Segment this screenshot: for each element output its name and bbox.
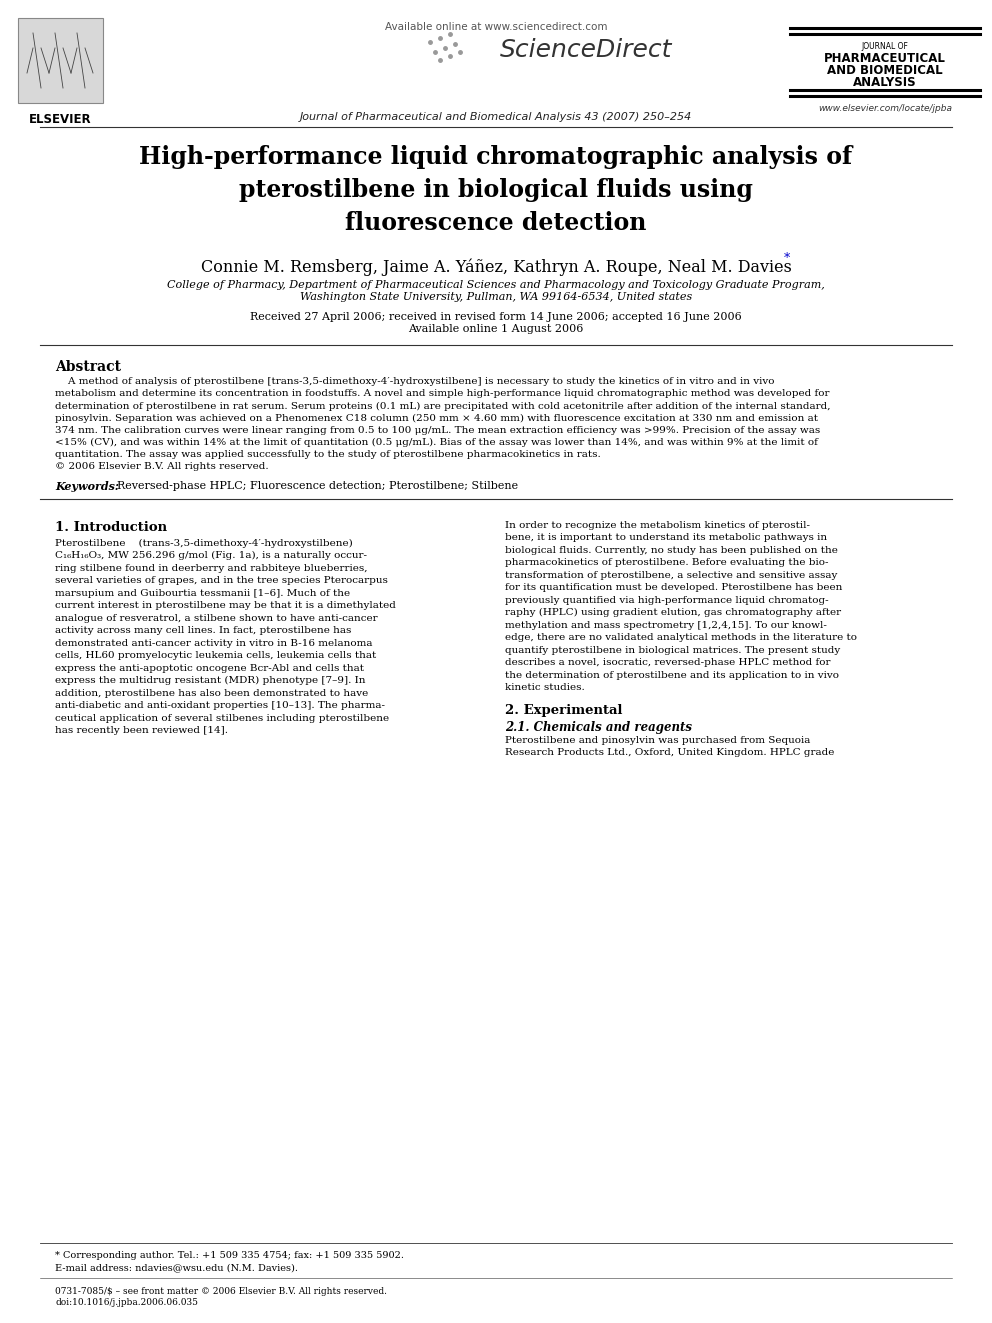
Text: several varieties of grapes, and in the tree species Pterocarpus: several varieties of grapes, and in the … — [55, 576, 388, 585]
Text: College of Pharmacy, Department of Pharmaceutical Sciences and Pharmacology and : College of Pharmacy, Department of Pharm… — [167, 280, 825, 290]
Text: describes a novel, isocratic, reversed-phase HPLC method for: describes a novel, isocratic, reversed-p… — [505, 658, 830, 667]
Text: doi:10.1016/j.jpba.2006.06.035: doi:10.1016/j.jpba.2006.06.035 — [55, 1298, 198, 1307]
Text: Washington State University, Pullman, WA 99164-6534, United states: Washington State University, Pullman, WA… — [300, 292, 692, 302]
Text: In order to recognize the metabolism kinetics of pterostil-: In order to recognize the metabolism kin… — [505, 520, 810, 529]
Text: ANALYSIS: ANALYSIS — [853, 75, 917, 89]
Text: © 2006 Elsevier B.V. All rights reserved.: © 2006 Elsevier B.V. All rights reserved… — [55, 463, 269, 471]
Text: cells, HL60 promyelocytic leukemia cells, leukemia cells that: cells, HL60 promyelocytic leukemia cells… — [55, 651, 376, 660]
Text: 2. Experimental: 2. Experimental — [505, 704, 623, 717]
Text: JOURNAL OF: JOURNAL OF — [862, 42, 909, 52]
Text: pterostilbene in biological fluids using: pterostilbene in biological fluids using — [239, 179, 753, 202]
Text: edge, there are no validated analytical methods in the literature to: edge, there are no validated analytical … — [505, 634, 857, 642]
Text: determination of pterostilbene in rat serum. Serum proteins (0.1 mL) are precipi: determination of pterostilbene in rat se… — [55, 401, 830, 410]
Text: the determination of pterostilbene and its application to in vivo: the determination of pterostilbene and i… — [505, 671, 839, 680]
Text: previously quantified via high-performance liquid chromatog-: previously quantified via high-performan… — [505, 595, 828, 605]
Text: demonstrated anti-cancer activity in vitro in B-16 melanoma: demonstrated anti-cancer activity in vit… — [55, 639, 373, 647]
Text: transformation of pterostilbene, a selective and sensitive assay: transformation of pterostilbene, a selec… — [505, 570, 837, 579]
Text: Available online at www.sciencedirect.com: Available online at www.sciencedirect.co… — [385, 22, 607, 32]
Text: 1. Introduction: 1. Introduction — [55, 520, 167, 533]
Text: www.elsevier.com/locate/jpba: www.elsevier.com/locate/jpba — [818, 105, 952, 112]
Text: A method of analysis of pterostilbene [trans-3,5-dimethoxy-4′-hydroxystilbene] i: A method of analysis of pterostilbene [t… — [55, 377, 775, 386]
Text: Available online 1 August 2006: Available online 1 August 2006 — [409, 324, 583, 333]
Text: Connie M. Remsberg, Jaime A. Yáñez, Kathryn A. Roupe, Neal M. Davies: Connie M. Remsberg, Jaime A. Yáñez, Kath… — [200, 258, 792, 275]
Text: metabolism and determine its concentration in foodstuffs. A novel and simple hig: metabolism and determine its concentrati… — [55, 389, 829, 398]
Text: Abstract: Abstract — [55, 360, 121, 374]
Text: kinetic studies.: kinetic studies. — [505, 683, 584, 692]
Text: current interest in pterostilbene may be that it is a dimethylated: current interest in pterostilbene may be… — [55, 601, 396, 610]
Text: express the anti-apoptotic oncogene Bcr-Abl and cells that: express the anti-apoptotic oncogene Bcr-… — [55, 664, 364, 672]
Text: anti-diabetic and anti-oxidant properties [10–13]. The pharma-: anti-diabetic and anti-oxidant propertie… — [55, 701, 385, 710]
Text: analogue of resveratrol, a stilbene shown to have anti-cancer: analogue of resveratrol, a stilbene show… — [55, 614, 378, 623]
Text: 374 nm. The calibration curves were linear ranging from 0.5 to 100 μg/mL. The me: 374 nm. The calibration curves were line… — [55, 426, 820, 435]
Text: pharmacokinetics of pterostilbene. Before evaluating the bio-: pharmacokinetics of pterostilbene. Befor… — [505, 558, 828, 568]
Text: biological fluids. Currently, no study has been published on the: biological fluids. Currently, no study h… — [505, 545, 838, 554]
Text: Journal of Pharmaceutical and Biomedical Analysis 43 (2007) 250–254: Journal of Pharmaceutical and Biomedical… — [300, 112, 692, 122]
Text: C₁₆H₁₆O₃, MW 256.296 g/mol (Fig. 1a), is a naturally occur-: C₁₆H₁₆O₃, MW 256.296 g/mol (Fig. 1a), is… — [55, 552, 367, 560]
Text: PHARMACEUTICAL: PHARMACEUTICAL — [824, 52, 946, 65]
Text: ScienceDirect: ScienceDirect — [500, 38, 673, 62]
Text: marsupium and Guibourtia tessmanii [1–6]. Much of the: marsupium and Guibourtia tessmanii [1–6]… — [55, 589, 350, 598]
Text: *: * — [784, 251, 791, 265]
Text: ELSEVIER: ELSEVIER — [29, 112, 92, 126]
Text: Reversed-phase HPLC; Fluorescence detection; Pterostilbene; Stilbene: Reversed-phase HPLC; Fluorescence detect… — [110, 480, 518, 491]
Text: AND BIOMEDICAL: AND BIOMEDICAL — [827, 64, 942, 77]
Text: express the multidrug resistant (MDR) phenotype [7–9]. In: express the multidrug resistant (MDR) ph… — [55, 676, 365, 685]
Text: ring stilbene found in deerberry and rabbiteye blueberries,: ring stilbene found in deerberry and rab… — [55, 564, 367, 573]
Text: High-performance liquid chromatographic analysis of: High-performance liquid chromatographic … — [140, 146, 852, 169]
Bar — [18, 19, 103, 103]
Text: 2.1. Chemicals and reagents: 2.1. Chemicals and reagents — [505, 721, 692, 733]
Text: pinosylvin. Separation was achieved on a Phenomenex C18 column (250 mm × 4.60 mm: pinosylvin. Separation was achieved on a… — [55, 414, 818, 423]
Text: fluorescence detection: fluorescence detection — [345, 210, 647, 235]
Text: <15% (CV), and was within 14% at the limit of quantitation (0.5 μg/mL). Bias of : <15% (CV), and was within 14% at the lim… — [55, 438, 817, 447]
Text: E-mail address: ndavies@wsu.edu (N.M. Davies).: E-mail address: ndavies@wsu.edu (N.M. Da… — [55, 1263, 298, 1271]
Text: addition, pterostilbene has also been demonstrated to have: addition, pterostilbene has also been de… — [55, 688, 368, 697]
Text: has recently been reviewed [14].: has recently been reviewed [14]. — [55, 726, 228, 736]
Text: * Corresponding author. Tel.: +1 509 335 4754; fax: +1 509 335 5902.: * Corresponding author. Tel.: +1 509 335… — [55, 1252, 404, 1259]
Text: quantitation. The assay was applied successfully to the study of pterostilbene p: quantitation. The assay was applied succ… — [55, 450, 601, 459]
Text: for its quantification must be developed. Pterostilbene has been: for its quantification must be developed… — [505, 583, 842, 593]
Text: activity across many cell lines. In fact, pterostilbene has: activity across many cell lines. In fact… — [55, 626, 351, 635]
Text: quantify pterostilbene in biological matrices. The present study: quantify pterostilbene in biological mat… — [505, 646, 840, 655]
Text: bene, it is important to understand its metabolic pathways in: bene, it is important to understand its … — [505, 533, 827, 542]
Text: Keywords:: Keywords: — [55, 480, 119, 492]
Text: Pterostilbene    (trans-3,5-dimethoxy-4′-hydroxystilbene): Pterostilbene (trans-3,5-dimethoxy-4′-hy… — [55, 538, 353, 548]
Text: Research Products Ltd., Oxford, United Kingdom. HPLC grade: Research Products Ltd., Oxford, United K… — [505, 747, 834, 757]
Text: 0731-7085/$ – see front matter © 2006 Elsevier B.V. All rights reserved.: 0731-7085/$ – see front matter © 2006 El… — [55, 1287, 387, 1297]
Text: Pterostilbene and pinosylvin was purchased from Sequoia: Pterostilbene and pinosylvin was purchas… — [505, 736, 810, 745]
Text: Received 27 April 2006; received in revised form 14 June 2006; accepted 16 June : Received 27 April 2006; received in revi… — [250, 312, 742, 321]
Text: raphy (HPLC) using gradient elution, gas chromatography after: raphy (HPLC) using gradient elution, gas… — [505, 609, 841, 618]
Text: ceutical application of several stilbenes including pterostilbene: ceutical application of several stilbene… — [55, 713, 389, 722]
Text: methylation and mass spectrometry [1,2,4,15]. To our knowl-: methylation and mass spectrometry [1,2,4… — [505, 620, 827, 630]
